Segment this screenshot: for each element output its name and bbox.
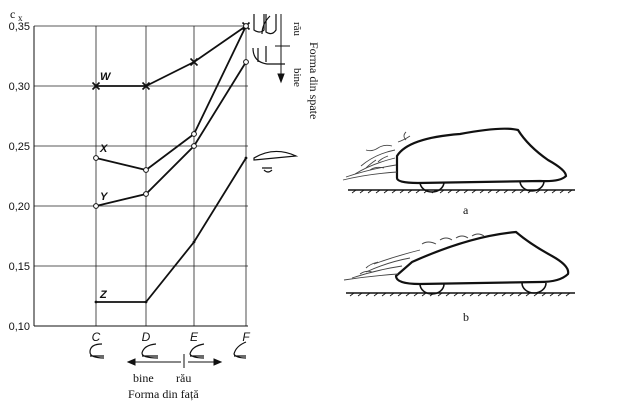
x-tick-labels: C D E F	[92, 330, 251, 344]
rear-good-label: bine	[291, 68, 303, 87]
x-tick-label: D	[142, 330, 151, 344]
data-point	[93, 155, 99, 161]
data-point	[141, 81, 151, 91]
rear-shape-low2-icon	[257, 46, 267, 62]
figure-b-label: b	[463, 310, 469, 324]
rear-shape-flat-icon	[253, 14, 265, 33]
series-W: W	[91, 21, 251, 91]
chart-grid	[34, 25, 248, 327]
y-axis-label-sub: x	[18, 13, 23, 23]
data-point	[93, 203, 99, 209]
data-point	[144, 300, 148, 304]
rear-shape-icons	[252, 14, 299, 173]
series-Y: Y	[93, 59, 249, 209]
y-tick-label: 0,30	[9, 81, 30, 93]
data-point	[91, 81, 101, 91]
fastback-shape-icon	[253, 150, 299, 161]
x-tick-label: F	[242, 330, 250, 344]
front-shape-d-icon	[141, 343, 159, 359]
data-point	[143, 167, 149, 173]
front-shape-c-icon	[89, 343, 105, 359]
x-axis-bad-label: rău	[176, 371, 191, 385]
series-label: Y	[100, 191, 109, 203]
series-line	[96, 25, 247, 87]
car-a-wake	[342, 131, 411, 181]
y-tick-labels: 0,10 0,15 0,20 0,25 0,30 0,35	[9, 21, 30, 333]
series-X: X	[93, 23, 249, 173]
series-line	[95, 61, 247, 207]
data-point	[192, 240, 196, 244]
rear-axis-title: Forma din spate	[307, 42, 321, 119]
series-line	[96, 157, 247, 303]
rear-bad-label: rău	[291, 22, 303, 37]
fastback-shape-mark-icon	[262, 167, 273, 173]
car-b-body	[394, 230, 570, 286]
car-a-wheels	[419, 180, 545, 193]
series-Z: Z	[94, 156, 248, 304]
front-shape-f-icon	[233, 341, 247, 359]
x-tick-label: C	[92, 330, 101, 344]
series-label: W	[100, 71, 112, 83]
series-label: X	[99, 143, 108, 155]
car-a-ground-hatch	[351, 189, 573, 194]
data-point	[244, 156, 248, 160]
y-tick-label: 0,35	[9, 21, 30, 33]
car-b-ground-hatch	[349, 292, 571, 297]
car-b-wake	[343, 233, 485, 281]
data-point	[191, 131, 197, 137]
data-point	[94, 300, 98, 304]
figure-a-label: a	[463, 203, 469, 217]
x-axis-title: Forma din față	[128, 387, 199, 401]
data-point	[243, 23, 249, 29]
rear-shape-round-icon	[265, 14, 277, 35]
y-tick-label: 0,10	[9, 321, 30, 333]
x-tick-label: E	[190, 330, 199, 344]
rear-quality-arrow	[275, 14, 290, 84]
data-point	[191, 143, 197, 149]
y-tick-label: 0,25	[9, 141, 30, 153]
series-group: W X Y Z	[91, 21, 251, 304]
y-axis-label: c	[10, 7, 15, 21]
front-shape-e-icon	[189, 343, 205, 359]
rear-shape-notch-icon	[261, 15, 271, 35]
y-tick-label: 0,20	[9, 201, 30, 213]
series-line	[95, 25, 247, 171]
front-quality-arrows	[126, 354, 223, 368]
car-a-body	[395, 127, 568, 185]
series-label: Z	[99, 289, 108, 301]
y-tick-label: 0,15	[9, 261, 30, 273]
car-illustration-b	[343, 230, 575, 297]
x-axis-good-label: bine	[133, 371, 154, 385]
car-illustration-a	[342, 127, 575, 194]
data-point	[143, 191, 149, 197]
data-point	[189, 57, 199, 67]
plot-frame	[33, 26, 248, 327]
data-point	[243, 59, 249, 65]
front-shape-icons	[89, 341, 247, 359]
